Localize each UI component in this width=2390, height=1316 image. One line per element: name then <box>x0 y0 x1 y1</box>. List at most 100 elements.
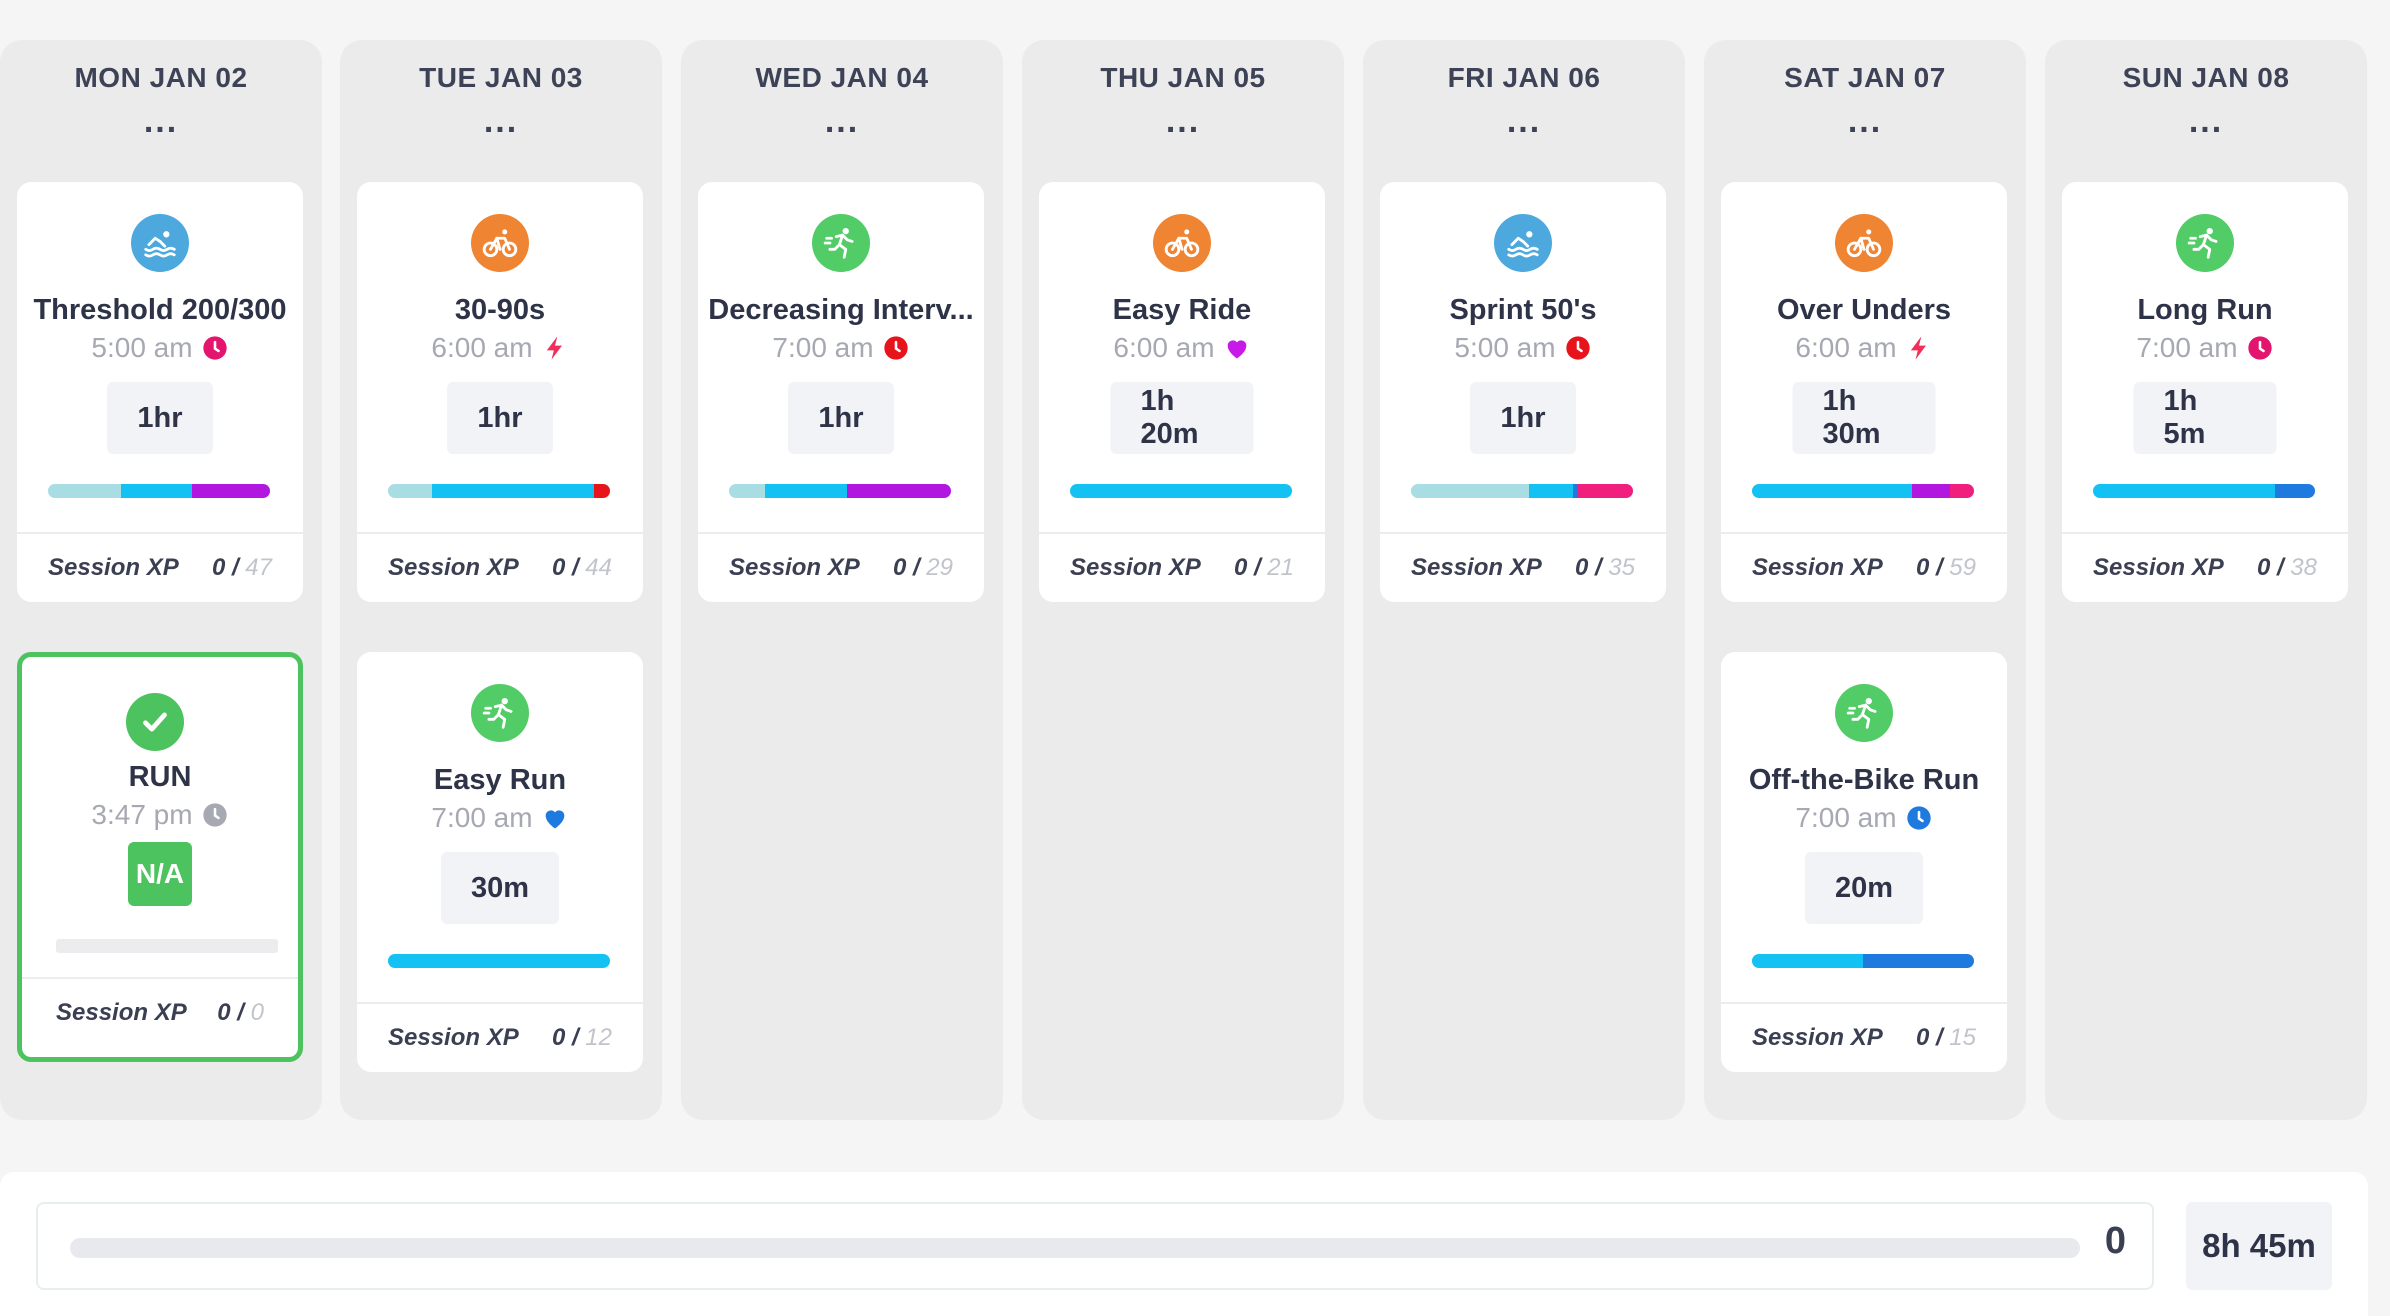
zone-segment <box>2275 484 2315 498</box>
day-column: TUE JAN 03... 30-90s 6:00 am 1hr Session XP 0… <box>340 40 662 1120</box>
session-xp-max: 44 <box>585 554 612 581</box>
zone-distribution-bar <box>729 484 951 498</box>
session-xp-max: 29 <box>926 554 953 581</box>
zone-segment <box>764 484 847 498</box>
session-xp-label: Session XP <box>1070 554 1201 581</box>
clock-icon <box>201 801 229 829</box>
zone-segment <box>388 954 610 968</box>
zone-distribution-bar <box>1752 954 1974 968</box>
zone-segment <box>1411 484 1529 498</box>
workout-card[interactable]: Threshold 200/300 5:00 am 1hr Session XP 0 /… <box>17 182 303 602</box>
card-divider <box>1039 532 1325 534</box>
session-xp: Session XP 0 / 12 <box>388 1024 612 1052</box>
heart-icon <box>1223 334 1251 362</box>
zone-segment <box>1752 484 1912 498</box>
session-xp-max: 12 <box>585 1024 612 1051</box>
workout-title: Off-the-Bike Run <box>1748 764 1980 796</box>
session-xp-max: 0 <box>250 999 264 1026</box>
session-xp-earned: 0 / <box>892 554 920 581</box>
workout-title: RUN <box>128 761 192 793</box>
workout-time-label: 5:00 am <box>1454 332 1556 363</box>
workout-title: 30-90s <box>454 294 546 326</box>
clock-icon <box>1564 334 1592 362</box>
day-options-button[interactable]: ... <box>1847 102 1883 140</box>
workout-duration: 30m <box>440 852 560 924</box>
day-options-button[interactable]: ... <box>824 102 860 140</box>
day-options-button[interactable]: ... <box>1165 102 1201 140</box>
day-options-button[interactable]: ... <box>2188 102 2224 140</box>
workout-time-label: 6:00 am <box>1795 332 1897 363</box>
zone-segment <box>1949 484 1974 498</box>
workout-time: 6:00 am <box>357 332 643 364</box>
day-header: TUE JAN 03 <box>419 62 583 93</box>
session-xp: Session XP 0 / 38 <box>2093 554 2317 582</box>
session-xp-label: Session XP <box>2093 554 2224 581</box>
session-xp-value: 0 / 0 <box>217 999 264 1027</box>
zone-segment <box>48 484 122 498</box>
card-divider <box>698 532 984 534</box>
workout-card[interactable]: Decreasing Interv... 7:00 am 1hr Session XP… <box>698 182 984 602</box>
zone-segment <box>192 484 270 498</box>
lightning-icon <box>1905 334 1933 362</box>
weekly-xp-progress-bar <box>70 1238 2080 1258</box>
run-icon <box>471 684 529 742</box>
session-xp-label: Session XP <box>388 554 519 581</box>
workout-card[interactable]: 30-90s 6:00 am 1hr Session XP 0 / 44 <box>357 182 643 602</box>
completed-workout-card[interactable]: RUN 3:47 pm N/A Session XP 0 / 0 <box>17 652 303 1062</box>
workout-time: 5:00 am <box>17 332 303 364</box>
session-xp-label: Session XP <box>1411 554 1542 581</box>
card-divider <box>22 977 298 979</box>
session-xp-value: 0 / 15 <box>1916 1024 1976 1052</box>
workout-time: 5:00 am <box>1380 332 1666 364</box>
session-xp-earned: 0 / <box>551 1024 579 1051</box>
session-xp: Session XP 0 / 21 <box>1070 554 1294 582</box>
day-options-button[interactable]: ... <box>143 102 179 140</box>
session-xp-earned: 0 / <box>1915 1024 1943 1051</box>
day-column: WED JAN 04... Decreasing Interv... 7:00 am… <box>681 40 1003 1120</box>
workout-time-label: 3:47 pm <box>91 799 193 830</box>
zone-segment <box>121 484 193 498</box>
workout-card[interactable]: Long Run 7:00 am 1h 5m Session XP 0 / 38 <box>2062 182 2348 602</box>
workout-card[interactable]: Easy Run 7:00 am 30m Session XP 0 / 12 <box>357 652 643 1072</box>
card-divider <box>17 532 303 534</box>
workout-time: 7:00 am <box>1721 802 2007 834</box>
workout-time: 6:00 am <box>1721 332 2007 364</box>
day-header: THU JAN 05 <box>1100 62 1266 93</box>
day-header: WED JAN 04 <box>755 62 929 93</box>
workout-card[interactable]: Sprint 50's 5:00 am 1hr Session XP 0 / 35 <box>1380 182 1666 602</box>
workout-title: Easy Ride <box>1112 294 1252 326</box>
workout-card[interactable]: Over Unders 6:00 am 1h 30m Session XP 0 / 59 <box>1721 182 2007 602</box>
weekly-xp-score: 0 <box>2104 1220 2126 1262</box>
zone-segment <box>388 484 433 498</box>
session-xp-value: 0 / 12 <box>552 1024 612 1052</box>
workout-card[interactable]: Easy Ride 6:00 am 1h 20m Session XP 0 / 21 <box>1039 182 1325 602</box>
clock-icon <box>1905 804 1933 832</box>
workout-duration: 1hr <box>788 382 894 454</box>
workout-title: Decreasing Interv... <box>708 294 974 326</box>
workout-card[interactable]: Off-the-Bike Run 7:00 am 20m Session XP 0 / … <box>1721 652 2007 1072</box>
workout-duration: 1h 5m <box>2133 382 2277 454</box>
weekly-total-duration: 8h 45m <box>2186 1202 2332 1290</box>
session-xp: Session XP 0 / 59 <box>1752 554 1976 582</box>
card-divider <box>2062 532 2348 534</box>
session-xp-max: 59 <box>1949 554 1976 581</box>
zone-distribution-bar <box>2093 484 2315 498</box>
weekly-xp-track: 0 <box>36 1202 2154 1290</box>
session-xp-max: 15 <box>1949 1024 1976 1051</box>
session-xp-value: 0 / 35 <box>1575 554 1635 582</box>
session-xp-label: Session XP <box>1752 1024 1883 1051</box>
run-icon <box>812 214 870 272</box>
workout-time: 6:00 am <box>1039 332 1325 364</box>
bike-icon <box>1153 214 1211 272</box>
day-options-button[interactable]: ... <box>1506 102 1542 140</box>
workout-duration: 20m <box>1804 852 1924 924</box>
workout-time-label: 7:00 am <box>431 802 533 833</box>
workout-title: Long Run <box>2137 294 2273 326</box>
day-options-button[interactable]: ... <box>483 102 519 140</box>
zone-segment <box>1752 954 1863 968</box>
session-xp-max: 38 <box>2290 554 2317 581</box>
workout-time: 7:00 am <box>2062 332 2348 364</box>
workout-time: 7:00 am <box>698 332 984 364</box>
workout-time-label: 7:00 am <box>2136 332 2238 363</box>
card-divider <box>357 1002 643 1004</box>
